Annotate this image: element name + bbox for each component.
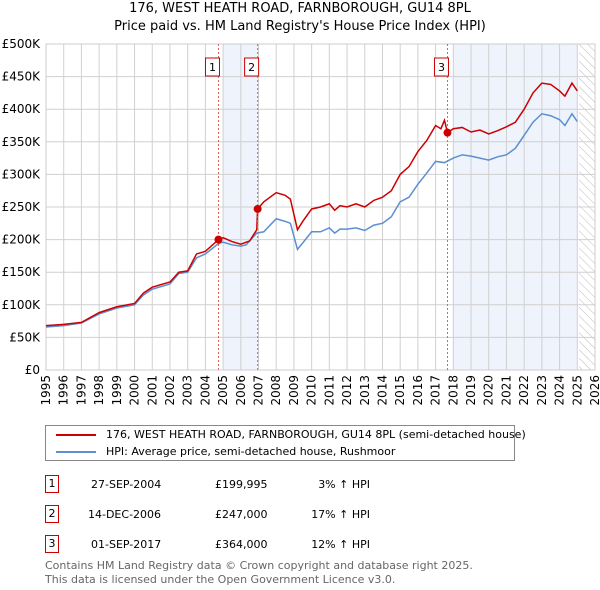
transaction-hpi-diff: 3% ↑ HPI (318, 478, 370, 491)
sale-point (253, 204, 262, 213)
transaction-number: 1 (45, 475, 59, 493)
x-tick-label: 2009 (287, 375, 301, 406)
chart-title: 176, WEST HEATH ROAD, FARNBOROUGH, GU14 … (129, 1, 471, 16)
y-tick-label: £150K (2, 265, 42, 279)
footer-licence: This data is licensed under the Open Gov… (45, 573, 396, 586)
x-tick-label: 1999 (110, 375, 124, 406)
chart-legend: 176, WEST HEATH ROAD, FARNBOROUGH, GU14 … (45, 425, 526, 461)
x-tick-label: 2025 (570, 375, 584, 406)
transaction-price: £364,000 (215, 538, 268, 551)
sale-label-box (204, 57, 220, 77)
sale-label: 3 (438, 61, 445, 74)
legend-swatch-red (56, 434, 96, 436)
x-tick-label: 2001 (145, 375, 159, 406)
legend-item-hpi: HPI: Average price, semi-detached house,… (56, 444, 395, 460)
y-tick-label: £300K (2, 167, 42, 181)
plot-frame (45, 43, 596, 371)
legend-label: HPI: Average price, semi-detached house,… (106, 445, 396, 458)
sale-point (443, 128, 452, 137)
transaction-row: 1 27-SEP-2004 £199,995 3% ↑ HPI (45, 475, 505, 495)
x-tick-label: 2023 (535, 375, 549, 406)
x-tick-label: 2011 (322, 375, 336, 406)
y-tick-label: £0 (25, 363, 40, 377)
y-tick-label: £100K (2, 298, 42, 312)
transaction-row: 2 14-DEC-2006 £247,000 17% ↑ HPI (45, 505, 505, 525)
property-price-line (45, 81, 578, 327)
x-tick-label: 1996 (57, 375, 71, 406)
x-tick-label: 2021 (499, 375, 513, 406)
transaction-price: £199,995 (215, 478, 268, 491)
x-tick-label: 2006 (234, 375, 248, 406)
x-tick-label: 2002 (163, 375, 177, 406)
price-chart: 1995 1996 1997 1998 1999 2000 2001 2002 2003 2004… (2, 37, 600, 406)
transaction-row: 3 01-SEP-2017 £364,000 12% ↑ HPI (45, 535, 505, 555)
x-tick-label: 2017 (429, 375, 443, 406)
transaction-number: 2 (45, 505, 59, 523)
sale-label-box (244, 57, 260, 77)
hpi-line (45, 112, 578, 328)
transaction-date: 14-DEC-2006 (88, 508, 162, 521)
x-tick-label: 2024 (553, 375, 567, 406)
y-tick-label: £450K (2, 70, 42, 84)
x-tick-label: 2012 (340, 375, 354, 406)
x-tick-label: 1998 (92, 375, 106, 406)
x-tick-label: 2003 (181, 375, 195, 406)
chart-subtitle: Price paid vs. HM Land Registry's House … (114, 19, 486, 34)
legend-label: 176, WEST HEATH ROAD, FARNBOROUGH, GU14 … (106, 428, 526, 441)
x-tick-label: 2014 (375, 375, 389, 406)
sale-label: 1 (209, 61, 216, 74)
x-tick-label: 2000 (128, 375, 142, 406)
legend-swatch-blue (56, 451, 96, 453)
x-tick-label: 2019 (464, 375, 478, 406)
transaction-price: £247,000 (215, 508, 268, 521)
y-tick-label: £350K (2, 135, 42, 149)
transaction-hpi-diff: 12% ↑ HPI (311, 538, 370, 551)
y-tick-label: £50K (9, 330, 41, 344)
x-tick-label: 2016 (411, 375, 425, 406)
x-tick-label: 2022 (517, 375, 531, 406)
y-tick-label: £500K (2, 37, 42, 51)
transaction-date: 01-SEP-2017 (91, 538, 162, 551)
x-tick-label: 2007 (252, 375, 266, 406)
x-tick-label: 2026 (588, 375, 600, 406)
y-tick-label: £200K (2, 233, 42, 247)
x-tick-label: 1997 (74, 375, 88, 406)
sale-label-box (433, 57, 449, 77)
x-tick-label: 2015 (393, 375, 407, 406)
x-tick-label: 1995 (39, 375, 53, 406)
sale-label: 2 (248, 61, 255, 74)
transaction-number: 3 (45, 535, 59, 553)
x-tick-label: 2008 (269, 375, 283, 406)
transaction-date: 27-SEP-2004 (91, 478, 162, 491)
transaction-hpi-diff: 17% ↑ HPI (311, 508, 370, 521)
x-tick-label: 2010 (305, 375, 319, 406)
y-tick-label: £400K (2, 102, 42, 116)
y-tick-label: £250K (2, 200, 42, 214)
footer-copyright: Contains HM Land Registry data © Crown c… (45, 559, 473, 572)
legend-item-property: 176, WEST HEATH ROAD, FARNBOROUGH, GU14 … (56, 427, 526, 443)
x-tick-label: 2020 (482, 375, 496, 406)
x-tick-label: 2013 (358, 375, 372, 406)
x-tick-label: 2005 (216, 375, 230, 406)
x-tick-label: 2004 (198, 375, 212, 406)
x-tick-label: 2018 (446, 375, 460, 406)
sale-point (214, 235, 223, 244)
